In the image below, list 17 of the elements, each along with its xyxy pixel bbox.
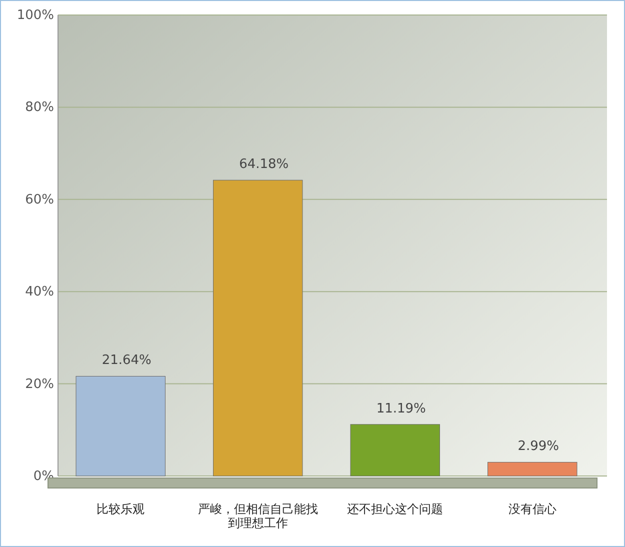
y-tick-label: 20% — [25, 376, 54, 392]
data-label: 2.99% — [518, 439, 560, 454]
bar — [76, 376, 166, 476]
bar — [488, 462, 578, 476]
data-label: 11.19% — [376, 401, 426, 416]
y-tick-label: 80% — [25, 100, 54, 116]
data-label: 21.64% — [102, 353, 152, 368]
y-tick-label: 100% — [16, 8, 54, 23]
x-tick-label: 严峻，但相信自己能找到理想工作 — [198, 502, 318, 530]
data-label: 64.18% — [239, 157, 289, 172]
bar — [350, 424, 440, 476]
x-tick-label: 还不担心这个问题 — [347, 502, 444, 516]
x-tick-label: 比较乐观 — [96, 502, 145, 516]
bar — [213, 180, 303, 476]
x-tick-label: 没有信心 — [508, 502, 556, 516]
y-tick-label: 60% — [25, 192, 54, 208]
y-tick-label: 40% — [25, 284, 54, 300]
